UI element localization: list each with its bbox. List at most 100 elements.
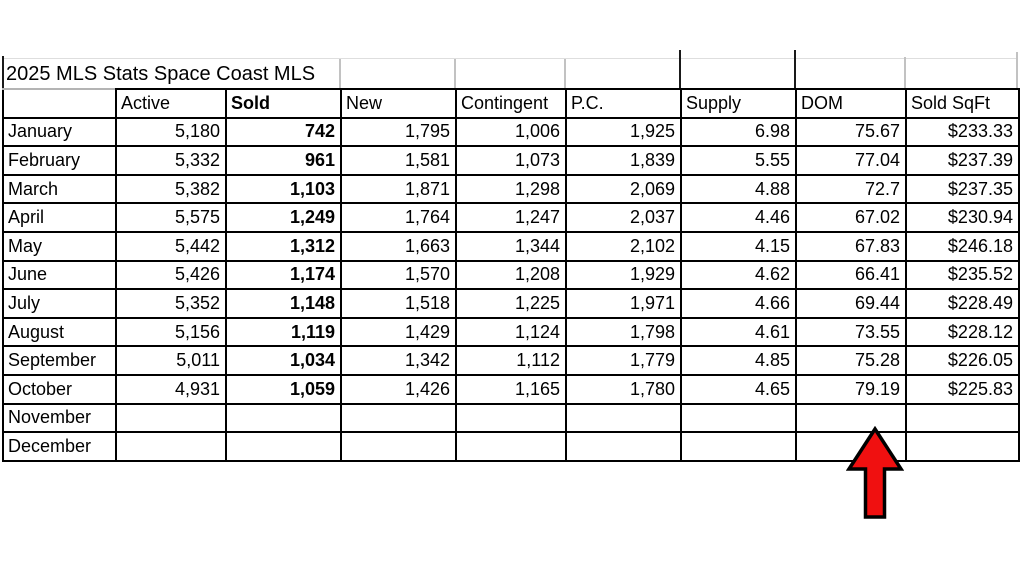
cell-june-sold[interactable]: 1,174 [225,259,342,291]
cell-october-new[interactable]: 1,426 [340,373,457,405]
cell-march-supply[interactable]: 4.88 [680,173,797,205]
cell-april-supply[interactable]: 4.46 [680,202,797,233]
cell-july-active[interactable]: 5,352 [115,288,227,319]
column-header-sold-sqft[interactable]: Sold SqFt [905,88,1020,119]
cell-july-month[interactable]: July [2,288,117,319]
cell-september-sold-sqft[interactable]: $226.05 [905,345,1020,376]
cell-august-pc[interactable]: 1,798 [565,316,682,348]
cell-december-month[interactable]: December [2,431,117,462]
cell-april-pc[interactable]: 2,037 [565,202,682,233]
cell-september-month[interactable]: September [2,345,117,376]
cell-september-contingent[interactable]: 1,112 [455,345,567,376]
cell-october-month[interactable]: October [2,373,117,405]
cell-may-supply[interactable]: 4.15 [680,230,797,262]
cell-september-pc[interactable]: 1,779 [565,345,682,376]
cell-june-month[interactable]: June [2,259,117,291]
cell-december-sold-sqft[interactable] [905,431,1020,462]
cell-march-pc[interactable]: 2,069 [565,173,682,205]
cell-january-pc[interactable]: 1,925 [565,116,682,148]
cell-october-sold[interactable]: 1,059 [225,373,342,405]
cell-august-new[interactable]: 1,429 [340,316,457,348]
sheet-title[interactable]: 2025 MLS Stats Space Coast MLS [6,63,316,85]
cell-may-contingent[interactable]: 1,344 [455,230,567,262]
cell-january-active[interactable]: 5,180 [115,116,227,148]
column-header-supply[interactable]: Supply [680,88,797,119]
cell-october-pc[interactable]: 1,780 [565,373,682,405]
cell-may-sold[interactable]: 1,312 [225,230,342,262]
cell-october-supply[interactable]: 4.65 [680,373,797,405]
cell-may-dom[interactable]: 67.83 [795,230,907,262]
cell-january-contingent[interactable]: 1,006 [455,116,567,148]
cell-june-active[interactable]: 5,426 [115,259,227,291]
column-header-sold[interactable]: Sold [225,88,342,119]
cell-october-contingent[interactable]: 1,165 [455,373,567,405]
column-header-dom[interactable]: DOM [795,88,907,119]
cell-february-dom[interactable]: 77.04 [795,145,907,176]
cell-september-new[interactable]: 1,342 [340,345,457,376]
cell-december-active[interactable] [115,431,227,462]
cell-january-sold[interactable]: 742 [225,116,342,148]
cell-may-sold-sqft[interactable]: $246.18 [905,230,1020,262]
cell-august-contingent[interactable]: 1,124 [455,316,567,348]
cell-may-new[interactable]: 1,663 [340,230,457,262]
cell-november-new[interactable] [340,402,457,434]
cell-december-supply[interactable] [680,431,797,462]
cell-november-active[interactable] [115,402,227,434]
cell-june-contingent[interactable]: 1,208 [455,259,567,291]
cell-january-dom[interactable]: 75.67 [795,116,907,148]
cell-february-active[interactable]: 5,332 [115,145,227,176]
cell-november-pc[interactable] [565,402,682,434]
cell-january-new[interactable]: 1,795 [340,116,457,148]
cell-april-new[interactable]: 1,764 [340,202,457,233]
cell-july-sold-sqft[interactable]: $228.49 [905,288,1020,319]
cell-december-new[interactable] [340,431,457,462]
cell-july-sold[interactable]: 1,148 [225,288,342,319]
cell-july-new[interactable]: 1,518 [340,288,457,319]
cell-december-contingent[interactable] [455,431,567,462]
cell-july-pc[interactable]: 1,971 [565,288,682,319]
cell-november-contingent[interactable] [455,402,567,434]
cell-september-supply[interactable]: 4.85 [680,345,797,376]
cell-february-sold-sqft[interactable]: $237.39 [905,145,1020,176]
cell-january-month[interactable]: January [2,116,117,148]
cell-july-supply[interactable]: 4.66 [680,288,797,319]
cell-april-dom[interactable]: 67.02 [795,202,907,233]
cell-february-contingent[interactable]: 1,073 [455,145,567,176]
cell-july-dom[interactable]: 69.44 [795,288,907,319]
cell-april-sold-sqft[interactable]: $230.94 [905,202,1020,233]
cell-july-contingent[interactable]: 1,225 [455,288,567,319]
cell-june-pc[interactable]: 1,929 [565,259,682,291]
cell-august-month[interactable]: August [2,316,117,348]
column-header-new[interactable]: New [340,88,457,119]
cell-october-dom[interactable]: 79.19 [795,373,907,405]
cell-june-dom[interactable]: 66.41 [795,259,907,291]
cell-march-new[interactable]: 1,871 [340,173,457,205]
cell-february-new[interactable]: 1,581 [340,145,457,176]
cell-november-dom[interactable] [795,402,907,434]
cell-march-contingent[interactable]: 1,298 [455,173,567,205]
cell-june-supply[interactable]: 4.62 [680,259,797,291]
cell-february-sold[interactable]: 961 [225,145,342,176]
cell-september-active[interactable]: 5,011 [115,345,227,376]
cell-april-sold[interactable]: 1,249 [225,202,342,233]
cell-march-month[interactable]: March [2,173,117,205]
cell-november-sold-sqft[interactable] [905,402,1020,434]
cell-june-new[interactable]: 1,570 [340,259,457,291]
cell-february-month[interactable]: February [2,145,117,176]
cell-january-supply[interactable]: 6.98 [680,116,797,148]
cell-may-active[interactable]: 5,442 [115,230,227,262]
column-header-pc[interactable]: P.C. [565,88,682,119]
cell-august-sold-sqft[interactable]: $228.12 [905,316,1020,348]
cell-august-sold[interactable]: 1,119 [225,316,342,348]
cell-september-dom[interactable]: 75.28 [795,345,907,376]
cell-april-active[interactable]: 5,575 [115,202,227,233]
cell-november-month[interactable]: November [2,402,117,434]
cell-september-sold[interactable]: 1,034 [225,345,342,376]
cell-november-supply[interactable] [680,402,797,434]
cell-august-supply[interactable]: 4.61 [680,316,797,348]
column-header-month[interactable] [2,88,117,119]
cell-february-supply[interactable]: 5.55 [680,145,797,176]
cell-april-contingent[interactable]: 1,247 [455,202,567,233]
cell-november-sold[interactable] [225,402,342,434]
cell-october-active[interactable]: 4,931 [115,373,227,405]
